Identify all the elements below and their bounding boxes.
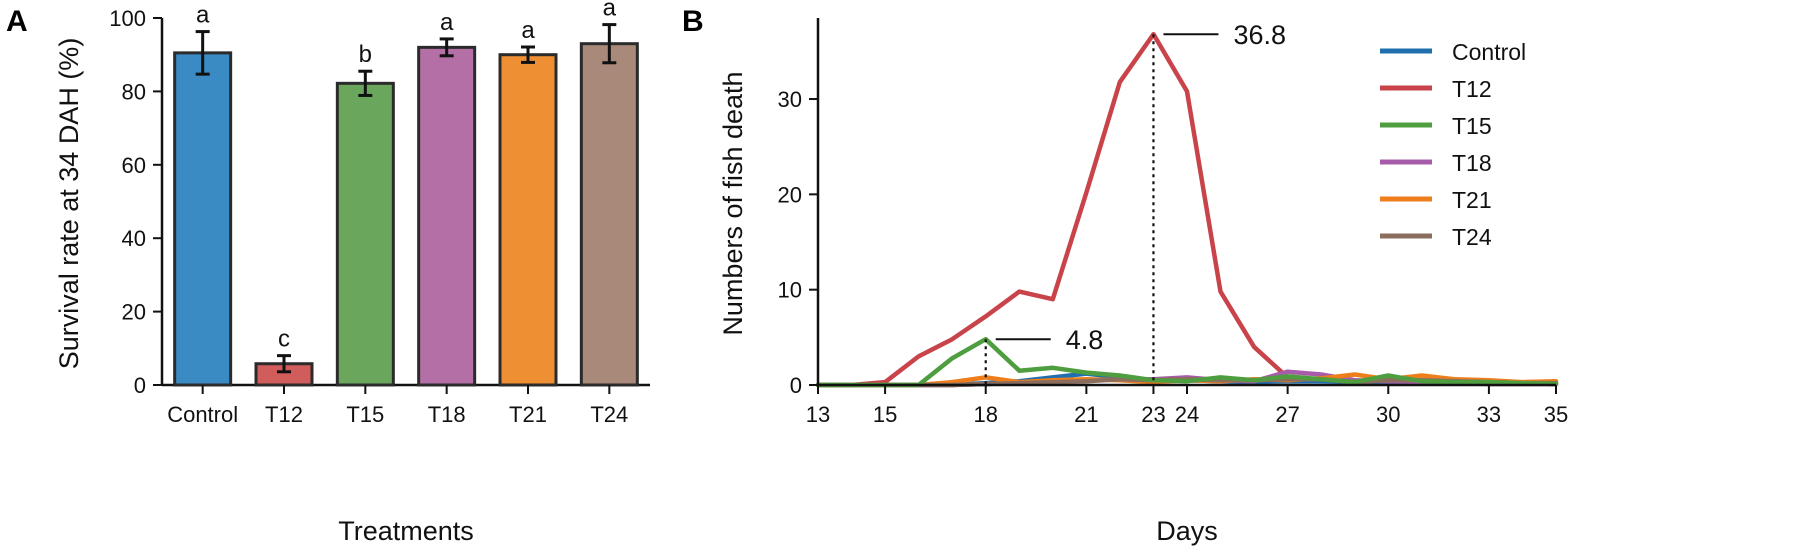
annotation-value: 4.8 bbox=[1066, 325, 1104, 355]
significance-label: c bbox=[278, 326, 290, 353]
bar-t18 bbox=[417, 45, 477, 387]
x-tick-label: 23 bbox=[1141, 402, 1165, 427]
x-tick-label: 21 bbox=[1074, 402, 1098, 427]
annotation-value: 36.8 bbox=[1233, 20, 1286, 50]
fish-death-line-chart: 0 10 20 30 13 15 18 21 23 24 27 30 33 35 36.8 4.8 Contro… bbox=[718, 18, 1568, 546]
x-tick-label: T12 bbox=[265, 402, 303, 427]
panel-letter-b: B bbox=[682, 5, 704, 38]
y-tick-label: 10 bbox=[778, 278, 802, 303]
significance-label: b bbox=[359, 41, 372, 68]
x-tick-label: T15 bbox=[346, 402, 384, 427]
y-tick-label: 100 bbox=[109, 6, 146, 31]
y-tick-label: 20 bbox=[122, 300, 146, 325]
x-tick-label: 30 bbox=[1376, 402, 1400, 427]
legend-label-t21: T21 bbox=[1452, 187, 1492, 213]
y-tick-label: 20 bbox=[778, 182, 802, 207]
series-line-t12 bbox=[815, 31, 1559, 388]
legend-label-t15: T15 bbox=[1452, 113, 1492, 139]
bar-t15 bbox=[335, 81, 395, 387]
x-tick-label: Control bbox=[167, 402, 238, 427]
series-line-t15 bbox=[815, 336, 1559, 388]
x-tick-label: T21 bbox=[509, 402, 547, 427]
x-axis-title: Days bbox=[1156, 516, 1218, 546]
bar-t24 bbox=[579, 42, 639, 387]
significance-label: a bbox=[440, 9, 454, 36]
x-tick-label: 13 bbox=[806, 402, 830, 427]
x-axis-title: Treatments bbox=[338, 516, 474, 546]
x-tick-label: 27 bbox=[1275, 402, 1299, 427]
x-tick-label: T24 bbox=[590, 402, 628, 427]
y-axis-title: Numbers of fish death bbox=[718, 71, 748, 335]
bar-t21 bbox=[498, 53, 558, 387]
legend-label-t18: T18 bbox=[1452, 150, 1492, 176]
bar-control bbox=[173, 51, 233, 387]
legend-label-t24: T24 bbox=[1452, 224, 1492, 250]
x-tick-label: 33 bbox=[1477, 402, 1501, 427]
y-tick-label: 80 bbox=[122, 79, 146, 104]
x-tick-label: 24 bbox=[1175, 402, 1199, 427]
x-tick-label: 18 bbox=[973, 402, 997, 427]
legend-label-t12: T12 bbox=[1452, 76, 1492, 102]
y-tick-label: 40 bbox=[122, 226, 146, 251]
legend-label-control: Control bbox=[1452, 39, 1526, 65]
x-tick-label: 15 bbox=[873, 402, 897, 427]
x-tick-label: T18 bbox=[428, 402, 466, 427]
y-tick-label: 0 bbox=[790, 373, 802, 398]
y-axis-title: Survival rate at 34 DAH (%) bbox=[54, 38, 84, 370]
significance-label: a bbox=[521, 17, 535, 44]
survival-bar-chart: 0 20 40 60 80 100 a Control c T12 b T15 a T18 a T21 a T24… bbox=[54, 0, 650, 546]
significance-label: a bbox=[603, 0, 617, 22]
x-tick-label: 35 bbox=[1544, 402, 1568, 427]
panel-letter-a: A bbox=[6, 5, 28, 38]
significance-label: a bbox=[196, 2, 210, 29]
y-tick-label: 0 bbox=[134, 373, 146, 398]
y-tick-label: 30 bbox=[778, 87, 802, 112]
y-tick-label: 60 bbox=[122, 153, 146, 178]
